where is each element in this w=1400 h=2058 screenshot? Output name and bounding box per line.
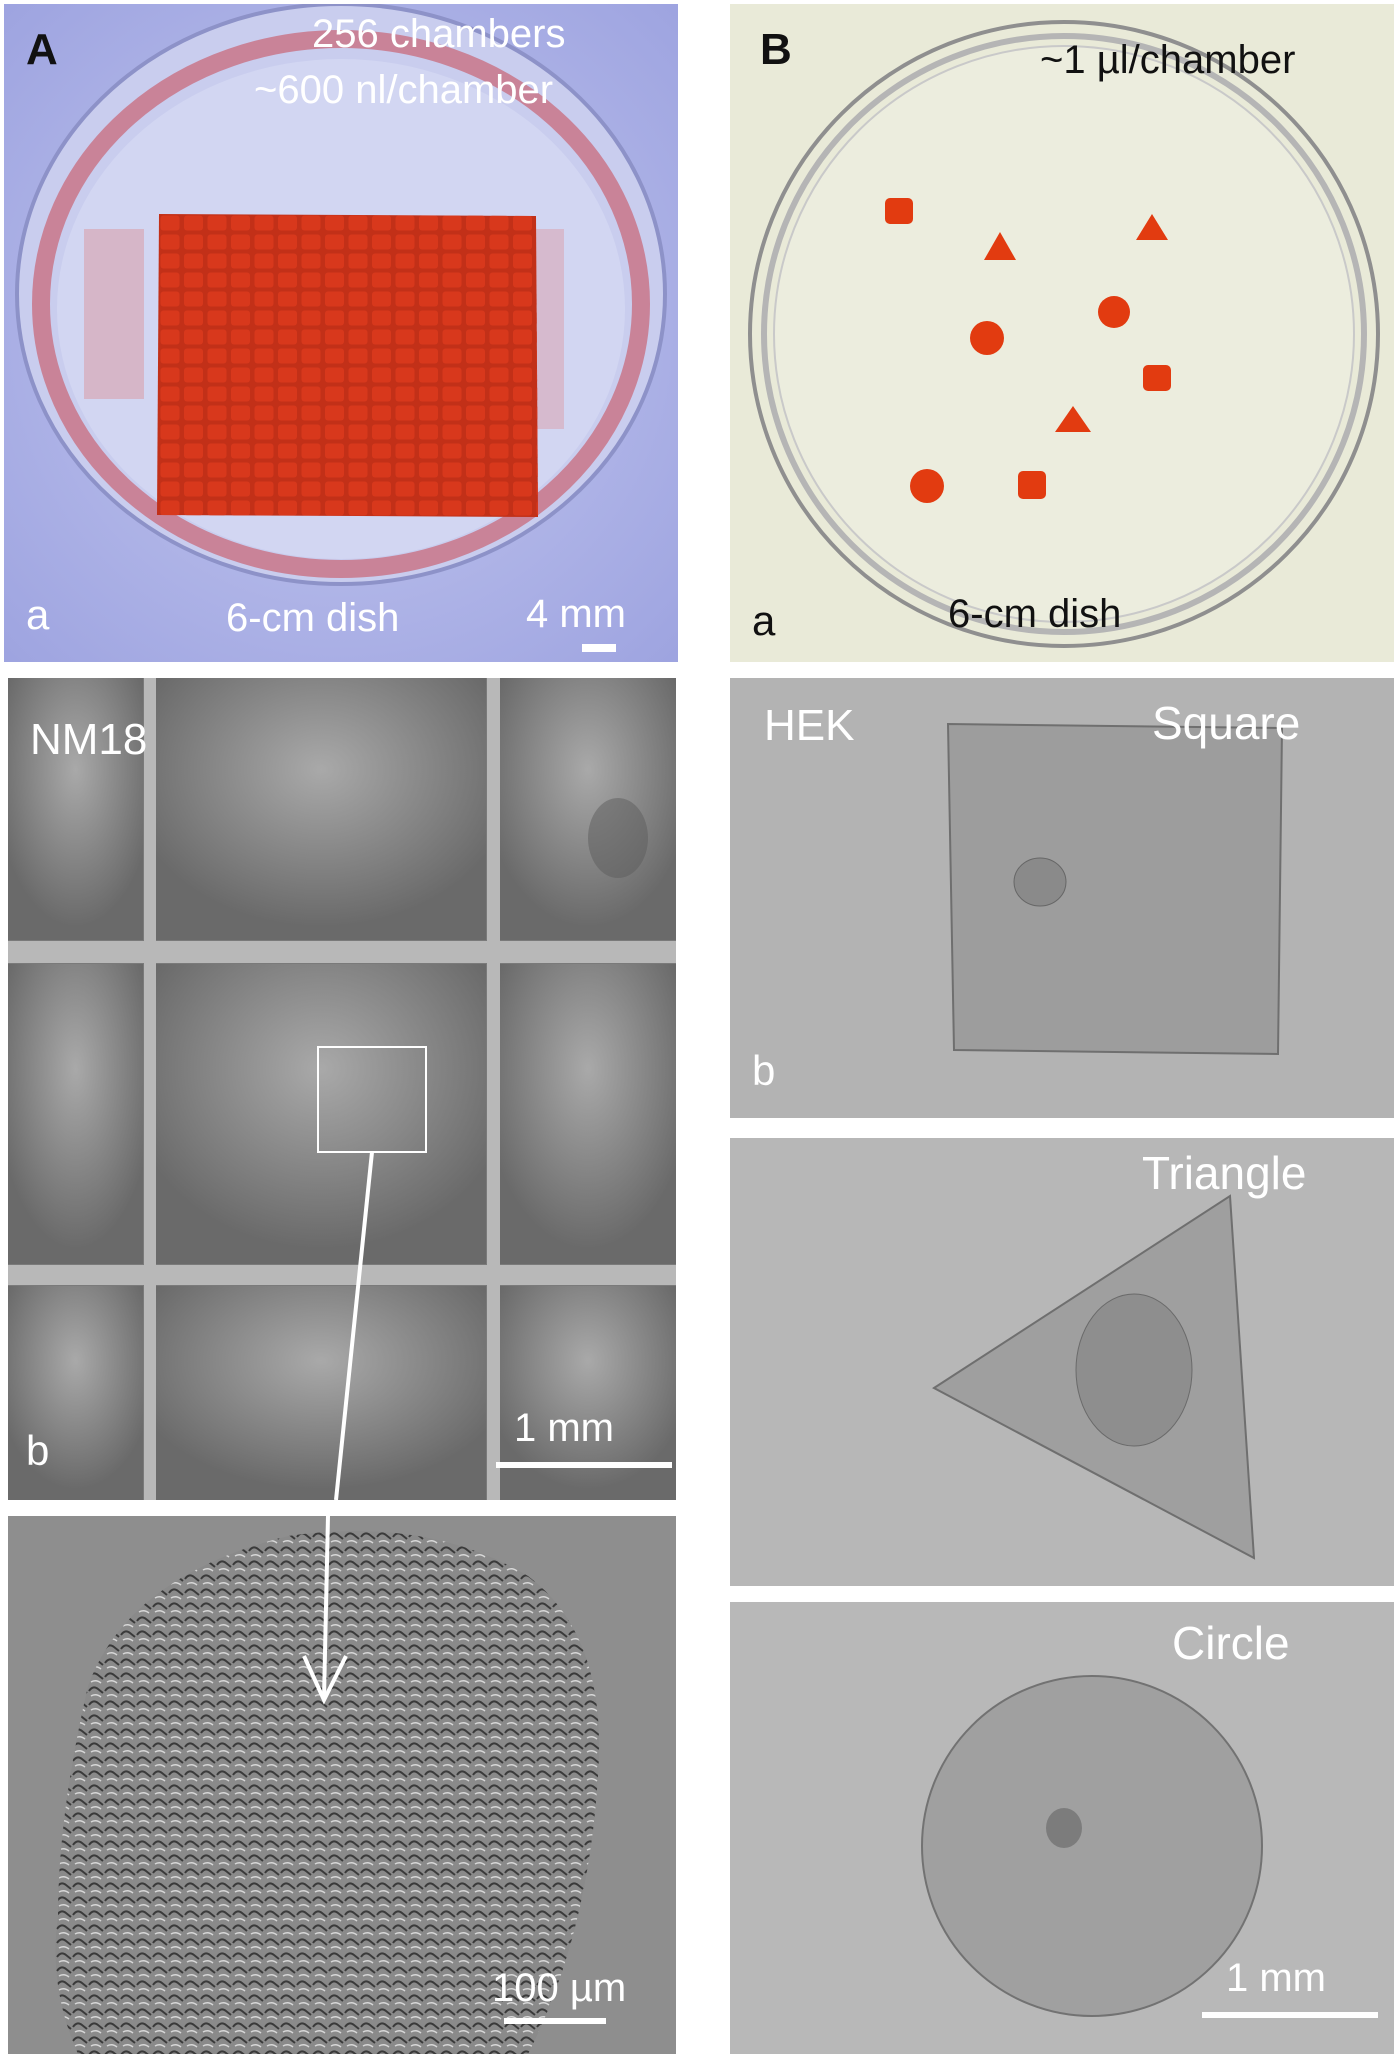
subpanel-letter-b: b (26, 1427, 50, 1474)
chamber-volume-label: ~600 nl/chamber (254, 68, 554, 112)
subpanel-letter-a: a (752, 597, 776, 644)
chamber-volume-label: ~1 µl/chamber (1040, 38, 1296, 82)
shape-label-circle: Circle (1172, 1617, 1290, 1669)
dish-size-label: 6-cm dish (948, 592, 1122, 636)
panel-letter-a: A (26, 25, 58, 74)
scale-bar-label: 4 mm (526, 592, 626, 636)
subpanel-letter-b: b (752, 1047, 776, 1094)
panel-b-triangle-micrograph: Triangle (730, 1138, 1394, 1586)
cell-line-label: HEK (764, 701, 855, 750)
panel-a-b-micrograph: NM18 b 1 mm (8, 678, 676, 1500)
panel-b-dish-photo: B ~1 µl/chamber a 6-cm dish (730, 4, 1394, 662)
circle-chamber-micrograph (730, 1602, 1394, 2054)
colony-zoom-micrograph (8, 1516, 676, 2054)
triangle-chamber-micrograph (730, 1138, 1394, 1586)
square-chamber-micrograph (730, 678, 1394, 1118)
cell-line-label: NM18 (30, 715, 148, 764)
panel-a-c-micrograph: 100 µm (8, 1516, 676, 2054)
scale-bar (582, 644, 616, 652)
scale-bar-label: 1 mm (514, 1406, 614, 1450)
panel-a-dish-photo: A 256 chambers ~600 nl/chamber a 6-cm di… (4, 4, 678, 662)
chamber-count-label: 256 chambers (312, 12, 566, 56)
scale-bar (496, 1462, 672, 1468)
panel-b-circle-micrograph: Circle 1 mm (730, 1602, 1394, 2054)
panel-letter-b: B (760, 25, 792, 74)
dish-256-chambers-image (4, 4, 678, 662)
shape-label-triangle: Triangle (1142, 1147, 1307, 1199)
scale-bar (504, 2018, 606, 2024)
nm18-grid-micrograph (8, 678, 676, 1500)
dish-size-label: 6-cm dish (226, 596, 400, 640)
subpanel-letter-a: a (26, 591, 50, 638)
dish-shaped-chambers-image (730, 4, 1394, 662)
shape-label-square: Square (1152, 697, 1301, 749)
scale-bar-label: 1 mm (1226, 1956, 1326, 2000)
scale-bar (1202, 2012, 1378, 2018)
scale-bar-label: 100 µm (492, 1966, 627, 2010)
panel-b-square-micrograph: HEK Square b (730, 678, 1394, 1118)
